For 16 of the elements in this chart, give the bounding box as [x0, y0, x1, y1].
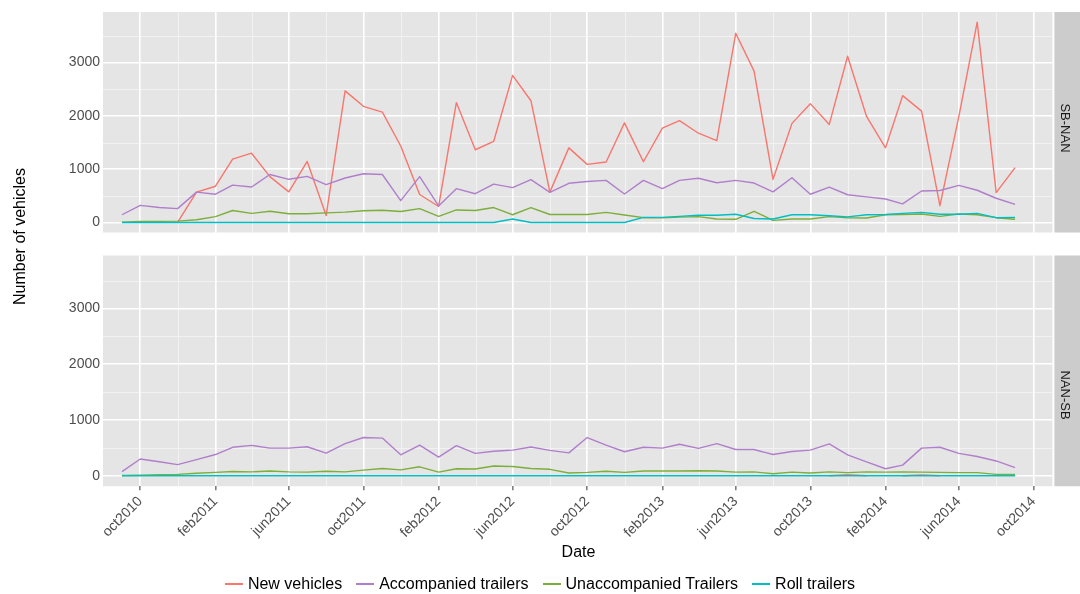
- y-tick-label: 2000: [68, 355, 101, 372]
- y-tick-label: 3000: [68, 299, 101, 316]
- y-tick-label: 0: [92, 466, 101, 483]
- legend-label: Unaccompanied Trailers: [565, 575, 739, 593]
- y-axis-title: Number of vehicles: [11, 167, 29, 305]
- y-tick-label: 1000: [68, 410, 101, 427]
- y-tick-label: 3000: [68, 53, 101, 70]
- legend-label: Roll trailers: [775, 575, 856, 593]
- text: SB-NAN: [1057, 103, 1073, 153]
- y-tick-label: 1000: [68, 160, 101, 177]
- y-tick-label: 2000: [68, 106, 101, 123]
- legend-label: Accompanied trailers: [379, 575, 529, 593]
- x-axis-title: Date: [560, 543, 597, 561]
- legend-label: New vehicles: [247, 575, 343, 593]
- text: NAN-SB: [1057, 370, 1073, 420]
- y-tick-label: 0: [92, 213, 101, 230]
